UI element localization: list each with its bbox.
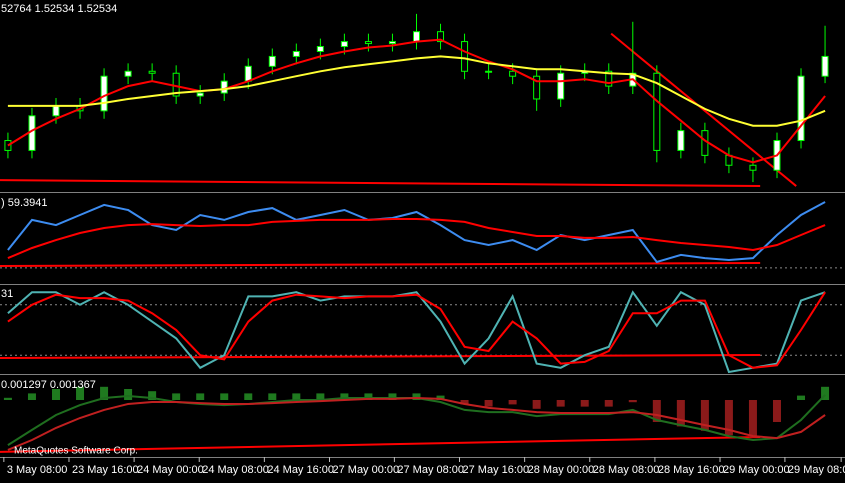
histogram-bar xyxy=(460,400,469,405)
histogram-bar xyxy=(748,400,757,438)
trendline xyxy=(0,435,761,453)
histogram-bar xyxy=(484,400,493,407)
trendline xyxy=(0,262,761,267)
candle-body xyxy=(220,80,228,94)
x-tick-label: 27 May 16:00 xyxy=(463,464,530,476)
histogram-bar xyxy=(364,393,373,400)
histogram-bar xyxy=(340,393,349,400)
x-tick-label: 27 May 00:00 xyxy=(332,464,399,476)
histogram-bar xyxy=(580,400,589,407)
histogram-bar xyxy=(772,400,781,422)
histogram-bar xyxy=(100,386,109,400)
histogram-bar xyxy=(316,393,325,400)
candle-body xyxy=(485,70,493,73)
trendline xyxy=(0,179,761,188)
candle-body xyxy=(52,105,60,117)
panel-header: ) 59.3941 xyxy=(1,197,47,209)
histogram-bar xyxy=(51,389,60,400)
histogram-bar xyxy=(532,400,541,409)
histogram-bar xyxy=(3,397,12,400)
panel xyxy=(0,386,830,453)
indicator-line xyxy=(7,396,826,451)
histogram-bar xyxy=(76,386,85,400)
panels xyxy=(0,13,845,453)
candle-body xyxy=(509,70,517,77)
histogram-bar xyxy=(797,395,806,400)
x-tick-label: 29 May 00:00 xyxy=(723,464,790,476)
histogram-bar xyxy=(508,400,517,405)
candle-body xyxy=(557,72,565,100)
candle-body xyxy=(292,50,300,57)
x-tick-label: 24 May 08:00 xyxy=(202,464,269,476)
histogram-bar xyxy=(148,391,157,400)
x-tick-label: 23 May 16:00 xyxy=(72,464,139,476)
histogram-bar xyxy=(652,400,661,422)
indicator-line xyxy=(7,290,826,374)
histogram-bar xyxy=(196,393,205,400)
x-tick-label: 27 May 08:00 xyxy=(397,464,464,476)
histogram-bar xyxy=(628,400,637,403)
candle-body xyxy=(148,70,156,74)
candle-body xyxy=(461,41,469,72)
histogram-bar xyxy=(124,389,133,400)
candle-body xyxy=(701,130,709,156)
panel xyxy=(0,13,829,188)
histogram-bar xyxy=(268,393,277,400)
indicator-line xyxy=(7,291,826,369)
candle-body xyxy=(364,41,372,45)
candle-body xyxy=(533,75,541,100)
candle-body xyxy=(821,55,829,77)
indicator-line xyxy=(7,201,826,264)
x-tick-label: 24 May 16:00 xyxy=(267,464,334,476)
histogram-bar xyxy=(604,400,613,407)
histogram-bar xyxy=(821,386,830,400)
candle-body xyxy=(677,130,685,151)
histogram-bar xyxy=(436,395,445,400)
candle-body xyxy=(100,75,108,112)
candle-body xyxy=(388,41,396,45)
candle-body xyxy=(196,92,204,97)
trendline xyxy=(0,354,761,359)
histogram-bar xyxy=(388,393,397,400)
panel-header: 31 xyxy=(1,288,13,300)
histogram-bar xyxy=(700,400,709,431)
panel-header: 52764 1.52534 1.52534 xyxy=(1,3,117,15)
candle-body xyxy=(437,31,445,43)
panel xyxy=(0,290,845,374)
indicator-line xyxy=(7,38,826,164)
candle-body xyxy=(124,70,132,77)
histogram-bar xyxy=(244,393,253,400)
x-tick-label: 3 May 08:00 xyxy=(7,464,68,476)
panel-header: 0.001297 0.001367 xyxy=(1,379,96,391)
candle-body xyxy=(244,65,252,82)
x-tick-label: 28 May 16:00 xyxy=(658,464,725,476)
indicator-line xyxy=(7,218,826,260)
histogram-bar xyxy=(676,400,685,427)
candle-body xyxy=(412,31,420,43)
histogram-bar xyxy=(220,393,229,400)
trendline xyxy=(610,32,797,187)
histogram-bar xyxy=(724,400,733,436)
histogram-bar xyxy=(292,393,301,400)
candle-body xyxy=(28,115,36,151)
copyright: MetaQuotes Software Corp. xyxy=(14,446,138,457)
histogram-bar xyxy=(27,393,36,400)
histogram-bar xyxy=(412,393,421,400)
x-tick-label: 24 May 00:00 xyxy=(137,464,204,476)
indicator-line xyxy=(7,55,826,127)
x-tick-label: 28 May 00:00 xyxy=(528,464,595,476)
candle-body xyxy=(797,75,805,142)
x-tick-label: 29 May 08:00 xyxy=(788,464,845,476)
candle-body xyxy=(340,41,348,48)
x-tick-label: 28 May 08:00 xyxy=(593,464,660,476)
candle-body xyxy=(653,72,661,151)
candle-body xyxy=(749,164,757,171)
candle-body xyxy=(268,55,276,67)
histogram-bar xyxy=(556,400,565,407)
candle-body xyxy=(316,46,324,52)
panel xyxy=(0,201,845,269)
histogram-bar xyxy=(172,393,181,400)
candle-body xyxy=(605,70,613,87)
